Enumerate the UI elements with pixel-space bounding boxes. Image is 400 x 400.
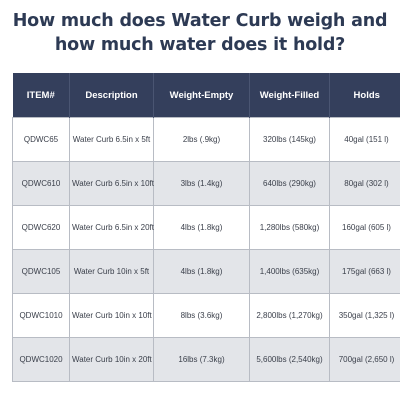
- table-row: QDWC65 Water Curb 6.5in x 5ft 2lbs (.9kg…: [12, 117, 400, 162]
- cell-weight-empty: 2lbs (.9kg): [153, 117, 250, 162]
- header-item: ITEM#: [12, 73, 70, 118]
- cell-weight-filled: 1,400lbs (635kg): [249, 249, 330, 294]
- page-title: How much does Water Curb weigh and how m…: [12, 11, 388, 55]
- cell-holds: 175gal (663 l): [329, 249, 400, 294]
- header-weight-filled: Weight-Filled: [249, 73, 330, 118]
- cell-description: Water Curb 10in x 5ft: [69, 249, 154, 294]
- cell-item: QDWC1010: [12, 293, 70, 338]
- cell-description: Water Curb 10in x 20ft: [69, 337, 154, 382]
- header-weight-empty: Weight-Empty: [153, 73, 250, 118]
- cell-weight-empty: 16lbs (7.3kg): [153, 337, 250, 382]
- cell-weight-filled: 1,280lbs (580kg): [249, 205, 330, 250]
- cell-description: Water Curb 6.5in x 20ft: [69, 205, 154, 250]
- cell-item: QDWC620: [12, 205, 70, 250]
- cell-weight-empty: 4lbs (1.8kg): [153, 205, 250, 250]
- table-row: QDWC1020 Water Curb 10in x 20ft 16lbs (7…: [12, 337, 400, 382]
- header-holds: Holds: [329, 73, 400, 118]
- cell-item: QDWC610: [12, 161, 70, 206]
- cell-holds: 80gal (302 l): [329, 161, 400, 206]
- cell-description: Water Curb 10in x 10ft: [69, 293, 154, 338]
- cell-weight-filled: 5,600lbs (2,540kg): [249, 337, 330, 382]
- spec-table: ITEM# Description Weight-Empty Weight-Fi…: [12, 73, 400, 382]
- cell-holds: 160gal (605 l): [329, 205, 400, 250]
- cell-holds: 350gal (1,325 l): [329, 293, 400, 338]
- cell-weight-filled: 640lbs (290kg): [249, 161, 330, 206]
- cell-holds: 40gal (151 l): [329, 117, 400, 162]
- table-row: QDWC1010 Water Curb 10in x 10ft 8lbs (3.…: [12, 293, 400, 338]
- cell-item: QDWC65: [12, 117, 70, 162]
- cell-item: QDWC105: [12, 249, 70, 294]
- table-row: QDWC620 Water Curb 6.5in x 20ft 4lbs (1.…: [12, 205, 400, 250]
- cell-weight-empty: 3lbs (1.4kg): [153, 161, 250, 206]
- cell-description: Water Curb 6.5in x 5ft: [69, 117, 154, 162]
- cell-holds: 700gal (2,650 l): [329, 337, 400, 382]
- cell-item: QDWC1020: [12, 337, 70, 382]
- table-header-row: ITEM# Description Weight-Empty Weight-Fi…: [12, 73, 400, 118]
- cell-weight-filled: 2,800lbs (1,270kg): [249, 293, 330, 338]
- cell-weight-filled: 320lbs (145kg): [249, 117, 330, 162]
- cell-weight-empty: 8lbs (3.6kg): [153, 293, 250, 338]
- cell-description: Water Curb 6.5in x 10ft: [69, 161, 154, 206]
- cell-weight-empty: 4lbs (1.8kg): [153, 249, 250, 294]
- header-description: Description: [69, 73, 154, 118]
- table-row: QDWC610 Water Curb 6.5in x 10ft 3lbs (1.…: [12, 161, 400, 206]
- table-row: QDWC105 Water Curb 10in x 5ft 4lbs (1.8k…: [12, 249, 400, 294]
